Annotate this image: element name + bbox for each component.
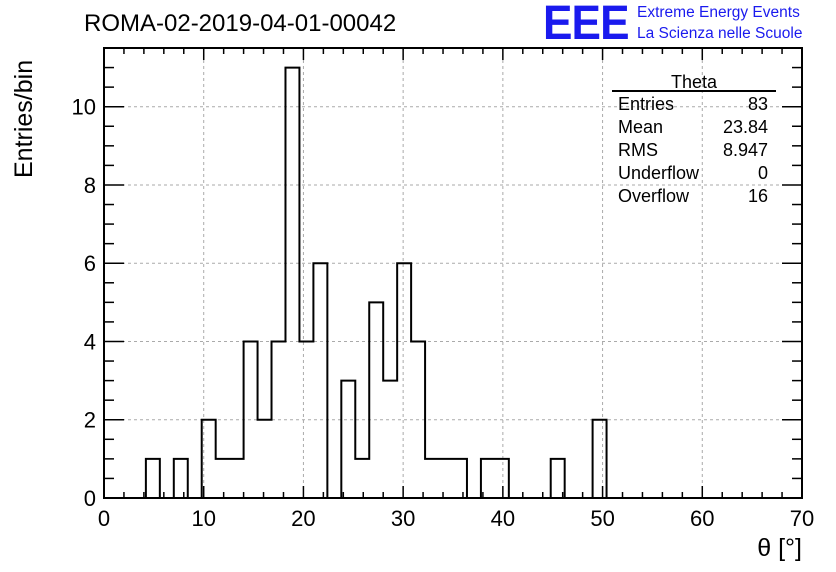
histogram-bin xyxy=(341,381,355,498)
logo-subtitle-line-1: Extreme Energy Events xyxy=(637,4,800,21)
histogram-bin xyxy=(397,263,411,498)
y-tick-label: 4 xyxy=(84,329,96,354)
histogram-bin xyxy=(299,341,313,498)
logo-subtitle-line-2: La Scienza nelle Scuole xyxy=(637,25,803,42)
histogram-bin xyxy=(230,459,244,498)
histogram-bin xyxy=(425,459,439,498)
histogram-bin xyxy=(355,459,369,498)
grid-lines xyxy=(104,48,802,498)
y-tick-label: 10 xyxy=(72,95,96,120)
x-tick-label: 70 xyxy=(790,506,814,531)
histogram-bin xyxy=(146,459,160,498)
x-tick-label: 0 xyxy=(98,506,110,531)
stats-row-label: Overflow xyxy=(618,186,690,206)
histogram-bars xyxy=(104,66,802,499)
stats-row-value: 23.84 xyxy=(723,117,768,137)
histogram-bin xyxy=(593,420,607,498)
y-tick-label: 6 xyxy=(84,251,96,276)
histogram-bin xyxy=(174,459,188,498)
y-tick-label: 8 xyxy=(84,173,96,198)
histogram-bin xyxy=(439,459,453,498)
stats-row-value: 16 xyxy=(748,186,768,206)
stats-row-label: Entries xyxy=(618,94,674,114)
histogram-bin xyxy=(453,459,467,498)
histogram-outline xyxy=(104,66,802,499)
run-title: ROMA-02-2019-04-01-00042 xyxy=(84,10,397,37)
eee-logo: EEE xyxy=(543,0,630,50)
plot-frame xyxy=(103,47,803,499)
stats-row-value: 8.947 xyxy=(723,140,768,160)
y-tick-label: 0 xyxy=(84,486,96,511)
stats-row-label: Underflow xyxy=(618,163,700,183)
x-tick-label: 30 xyxy=(391,506,415,531)
x-tick-label: 20 xyxy=(291,506,315,531)
histogram-bin xyxy=(285,68,299,498)
x-tick-label: 40 xyxy=(491,506,515,531)
stats-row-value: 83 xyxy=(748,94,768,114)
x-tick-label: 60 xyxy=(690,506,714,531)
plot-border xyxy=(103,47,803,499)
axis-ticks xyxy=(103,47,803,499)
stats-title: Theta xyxy=(671,72,718,92)
histogram-bin xyxy=(216,459,230,498)
x-tick-label: 50 xyxy=(590,506,614,531)
stats-row-label: Mean xyxy=(618,117,663,137)
histogram-bin xyxy=(313,263,327,498)
tick-labels: 0 10 20 30 40 50 60 70 0 2 4 6 8 10 xyxy=(72,95,815,531)
x-axis-label: θ [°] xyxy=(757,534,802,562)
histogram-bin xyxy=(369,302,383,498)
histogram-bin xyxy=(383,381,397,498)
x-tick-label: 10 xyxy=(191,506,215,531)
stats-row-label: RMS xyxy=(618,140,658,160)
y-axis-label: Entries/bin xyxy=(10,59,38,178)
histogram-bin xyxy=(495,459,509,498)
stats-row-value: 0 xyxy=(758,163,768,183)
y-tick-label: 2 xyxy=(84,408,96,433)
histogram-bin xyxy=(258,420,272,498)
